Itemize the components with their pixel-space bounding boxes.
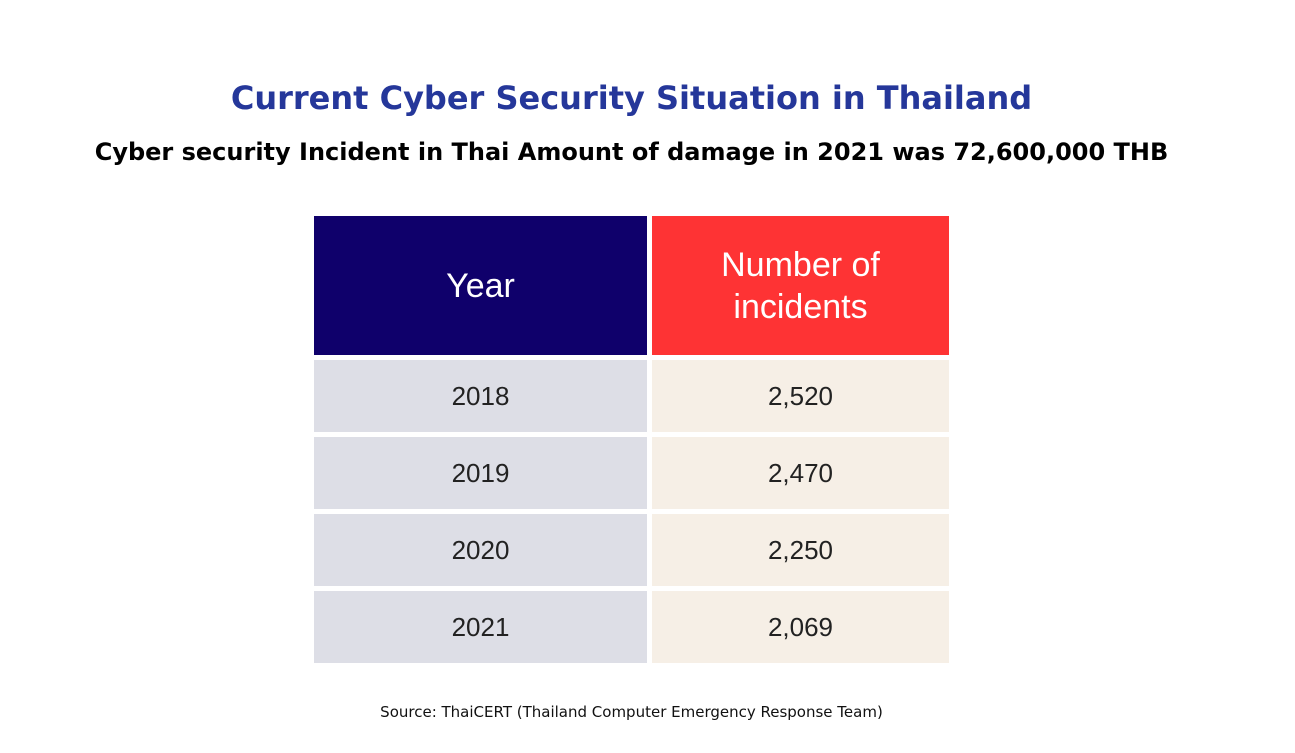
page-subtitle: Cyber security Incident in Thai Amount o… xyxy=(94,138,1169,166)
table-row: 2021 2,069 xyxy=(314,591,949,663)
year-cell: 2019 xyxy=(314,437,647,509)
incidents-cell: 2,069 xyxy=(652,591,949,663)
incidents-table: Year Number of incidents 2018 2,520 2019… xyxy=(314,216,949,663)
header-number-of-incidents: Number of incidents xyxy=(652,216,949,355)
source-note: Source: ThaiCERT (Thailand Computer Emer… xyxy=(380,703,883,721)
table-header-row: Year Number of incidents xyxy=(314,216,949,355)
table-row: 2018 2,520 xyxy=(314,360,949,432)
table-row: 2020 2,250 xyxy=(314,514,949,586)
table-row: 2019 2,470 xyxy=(314,437,949,509)
year-cell: 2020 xyxy=(314,514,647,586)
year-cell: 2021 xyxy=(314,591,647,663)
incidents-cell: 2,520 xyxy=(652,360,949,432)
year-cell: 2018 xyxy=(314,360,647,432)
incidents-cell: 2,250 xyxy=(652,514,949,586)
header-year: Year xyxy=(314,216,647,355)
incidents-cell: 2,470 xyxy=(652,437,949,509)
page-title: Current Cyber Security Situation in Thai… xyxy=(230,79,1033,117)
